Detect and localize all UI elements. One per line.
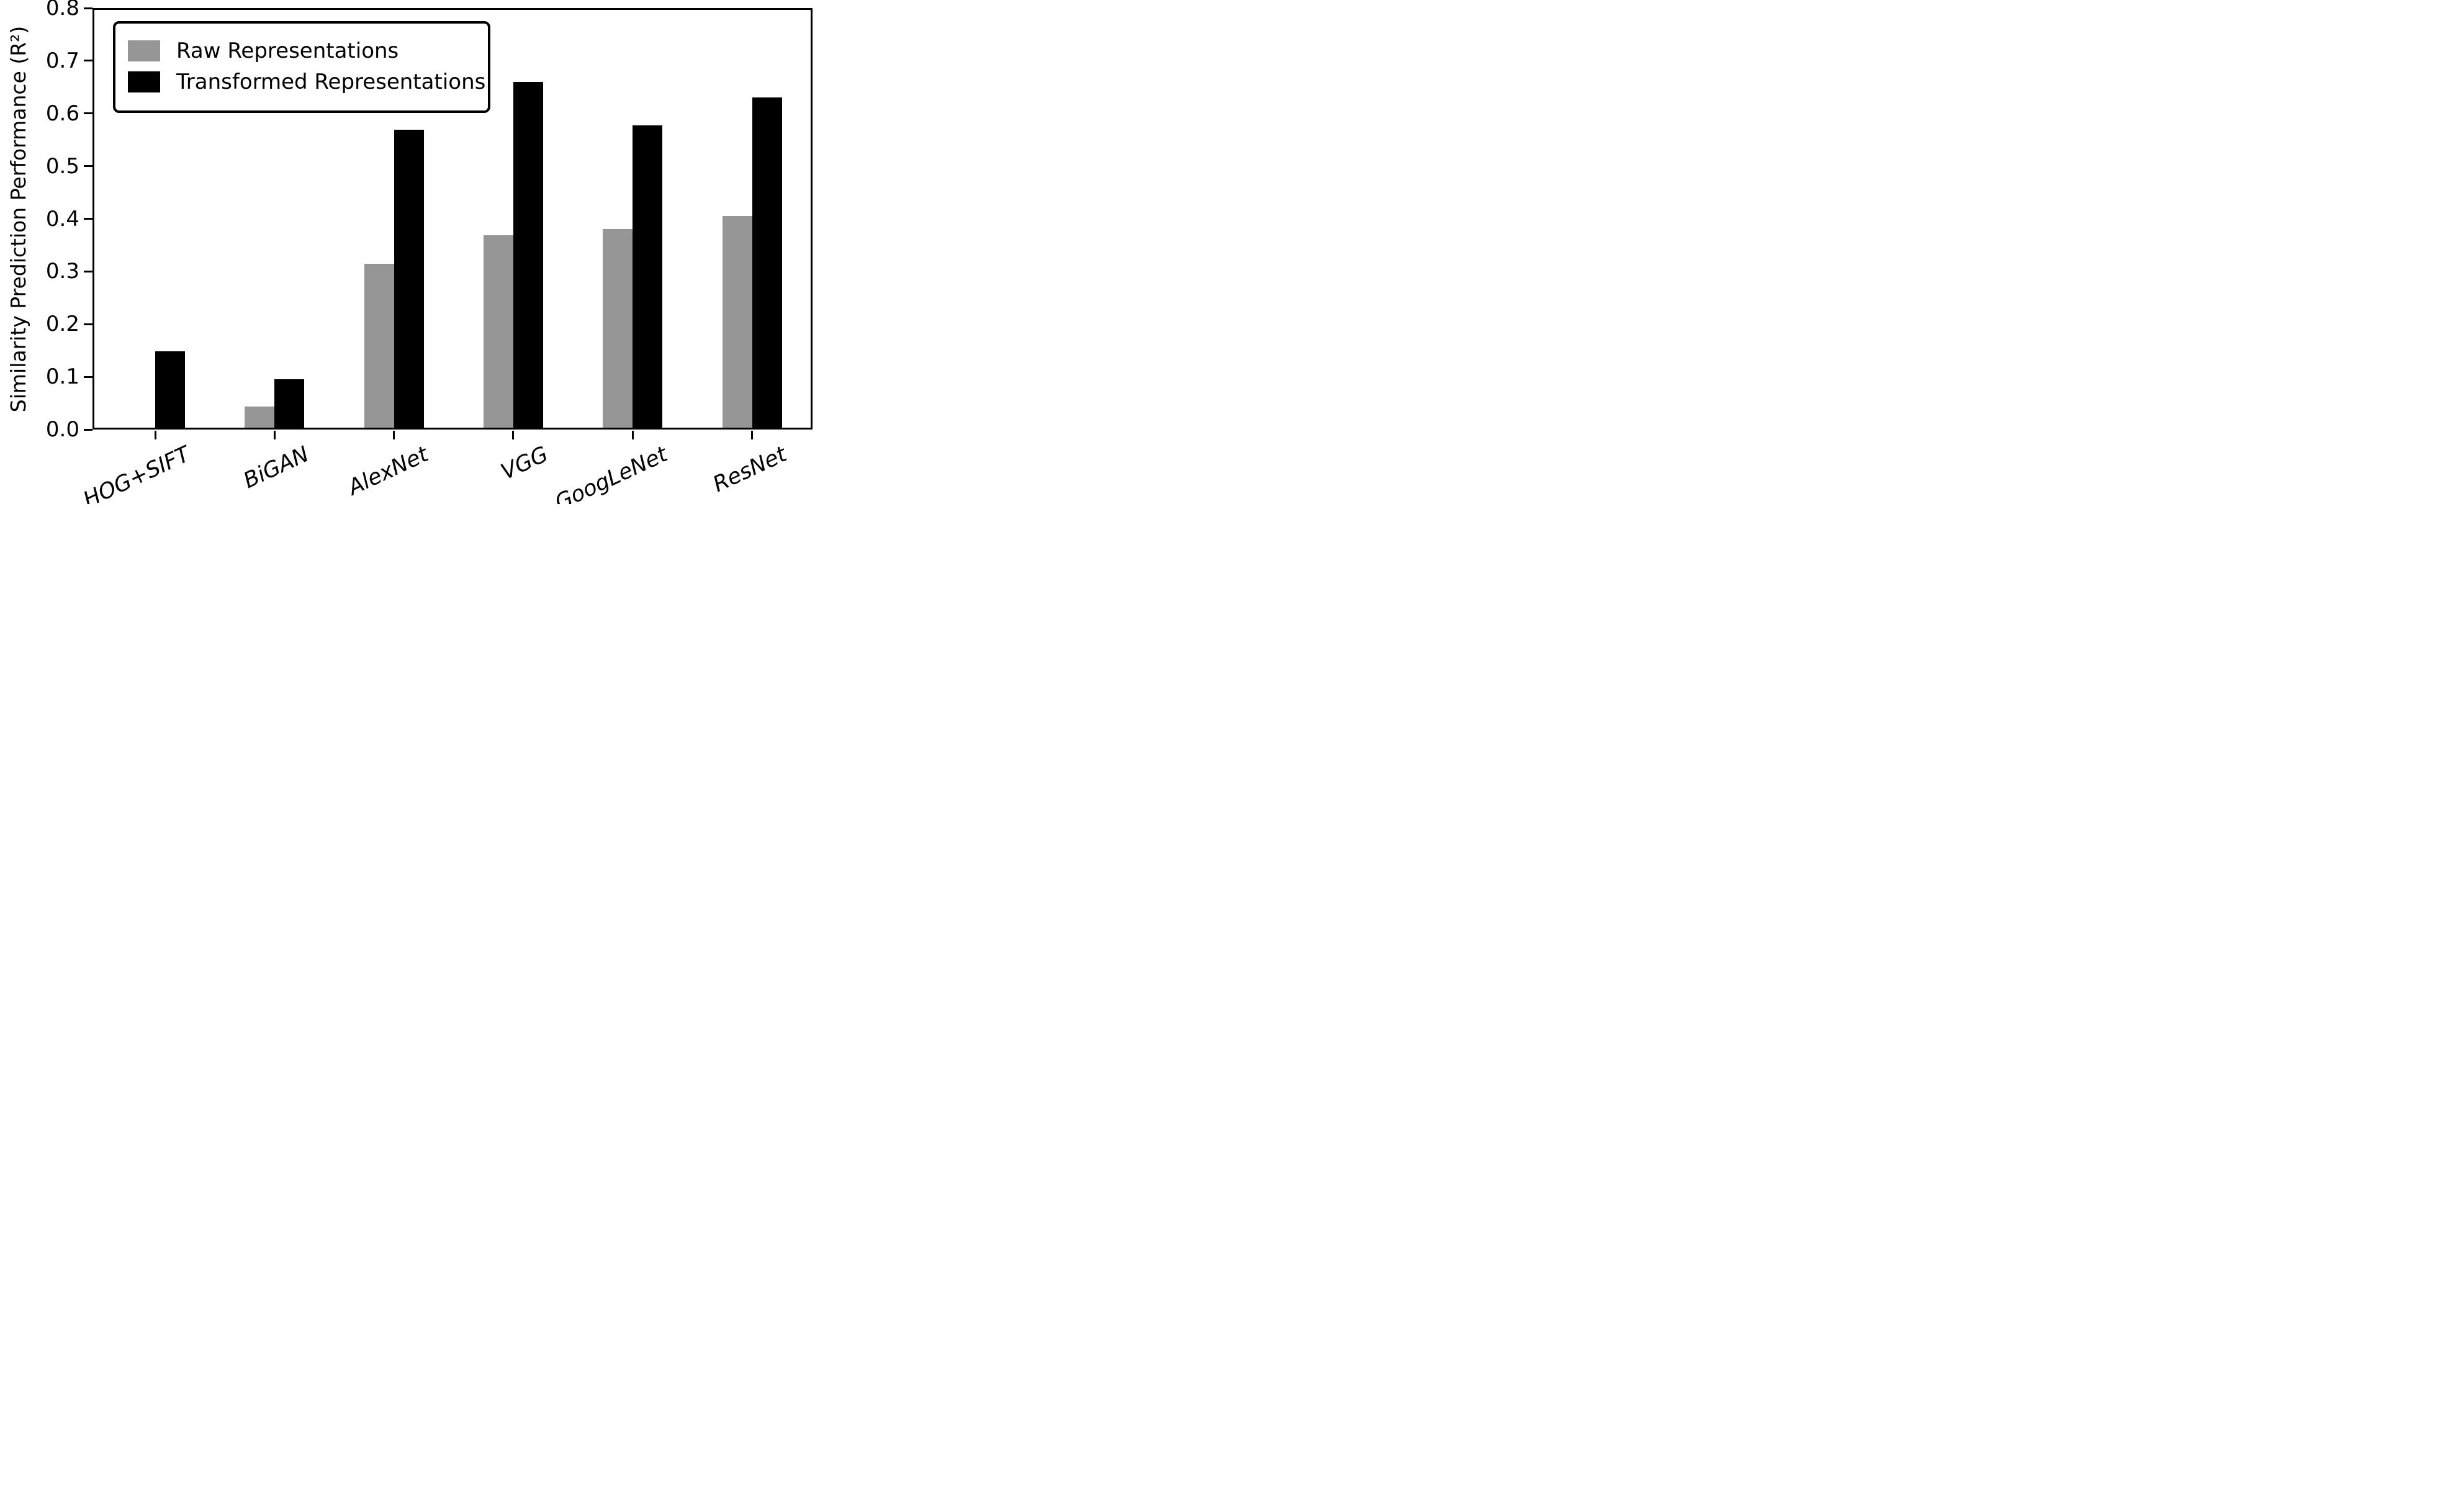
- x-tick-label: VGG: [497, 442, 552, 485]
- x-tick-mark: [273, 431, 276, 439]
- legend-label-raw: Raw Representations: [176, 38, 399, 63]
- bar-transformed-ResNet: [752, 97, 782, 428]
- y-tick-label: 0.0: [45, 417, 79, 442]
- y-tick-mark: [84, 323, 92, 325]
- x-tick-mark: [631, 431, 634, 439]
- bar-transformed-HOG+SIFT: [155, 351, 185, 428]
- x-tick-label: AlexNet: [344, 442, 433, 501]
- y-tick-mark: [84, 270, 92, 272]
- y-tick-label: 0.7: [45, 48, 79, 73]
- legend-label-transformed: Transformed Representations: [176, 70, 486, 94]
- bar-raw-BiGAN: [245, 407, 275, 428]
- legend-box: Raw Representations Transformed Represen…: [113, 21, 490, 113]
- legend-swatch-raw: [128, 40, 160, 61]
- y-tick-label: 0.1: [45, 364, 79, 390]
- bar-raw-GoogLeNet: [603, 229, 633, 428]
- bar-raw-VGG: [483, 235, 513, 428]
- y-tick-mark: [84, 165, 92, 168]
- x-tick-label: GoogLeNet: [551, 442, 672, 504]
- y-tick-mark: [84, 60, 92, 62]
- y-tick-mark: [84, 428, 92, 431]
- bar-transformed-AlexNet: [394, 129, 424, 428]
- x-tick-mark: [512, 431, 515, 439]
- y-tick-label: 0.3: [45, 259, 79, 284]
- x-tick-mark: [154, 431, 156, 439]
- y-tick-mark: [84, 7, 92, 9]
- x-tick-label: HOG+SIFT: [79, 442, 194, 504]
- bar-transformed-GoogLeNet: [633, 125, 663, 428]
- bar-raw-ResNet: [722, 215, 752, 428]
- plot-area: Raw Representations Transformed Represen…: [92, 8, 813, 430]
- x-tick-label: BiGAN: [240, 442, 313, 494]
- bar-transformed-BiGAN: [274, 379, 305, 428]
- bar-chart-figure: Similarity Prediction Performance (R²) R…: [0, 0, 815, 504]
- legend-row-raw: Raw Representations: [128, 37, 475, 65]
- bar-transformed-VGG: [513, 82, 543, 428]
- y-tick-label: 0.6: [45, 101, 79, 126]
- legend-swatch-transformed: [128, 71, 160, 92]
- x-tick-mark: [751, 431, 753, 439]
- x-tick-mark: [393, 431, 395, 439]
- y-tick-mark: [84, 218, 92, 220]
- bar-raw-AlexNet: [364, 264, 394, 428]
- y-tick-mark: [84, 376, 92, 378]
- x-tick-label: ResNet: [709, 442, 791, 498]
- y-tick-mark: [84, 112, 92, 115]
- y-tick-label: 0.2: [45, 312, 79, 337]
- y-tick-label: 0.5: [45, 153, 79, 179]
- y-tick-label: 0.8: [45, 0, 79, 20]
- y-tick-label: 0.4: [45, 206, 79, 232]
- legend-row-transformed: Transformed Representations: [128, 68, 485, 96]
